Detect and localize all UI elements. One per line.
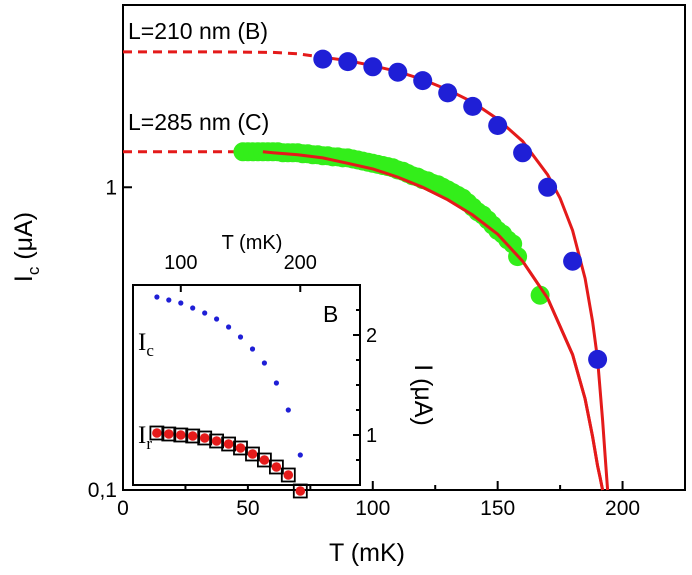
inset-point-ic <box>226 324 232 330</box>
inset-data-points <box>149 294 308 499</box>
inset-y-tick-label: 1 <box>366 425 377 447</box>
inset-point-ir <box>259 455 270 465</box>
inset-axis-ticks: 100 200 1 2 <box>164 252 377 461</box>
x-tick-label: 100 <box>355 497 390 520</box>
y-axis-title-main: I <box>10 275 38 282</box>
data-point-b <box>538 177 558 197</box>
inset-point-ic <box>297 452 303 458</box>
inset-label-ir-sub: r <box>146 434 152 453</box>
y-tick-label: 0,1 <box>88 479 117 502</box>
data-point-b <box>338 52 358 72</box>
inset-x-axis-title: T (mK) <box>222 232 283 254</box>
inset-point-ir-box <box>280 467 296 483</box>
inset-x-tick-label: 100 <box>164 252 197 274</box>
inset-point-ir <box>235 443 246 453</box>
inset-point-ir-box <box>209 433 225 449</box>
data-point-b <box>413 71 433 91</box>
inset-point-ir <box>176 430 186 440</box>
x-tick-label: 150 <box>480 497 515 520</box>
inset-point-ir <box>211 436 222 446</box>
inset-point-ic <box>214 316 220 322</box>
y-tick-label: 1 <box>105 176 117 199</box>
inset-point-ir-box <box>197 430 213 446</box>
inset-point-ir <box>187 431 198 441</box>
data-point-b <box>488 116 508 135</box>
inset-point-ir <box>247 449 258 459</box>
data-point-b <box>363 57 383 77</box>
inset-panel-label: B <box>323 301 338 327</box>
inset-point-ir-box <box>173 427 189 443</box>
inset-point-ir <box>223 439 234 449</box>
inset-point-ic <box>154 294 160 300</box>
data-point-b <box>388 62 408 82</box>
inset-point-ir <box>199 433 210 443</box>
inset-point-ir-box <box>268 459 284 475</box>
inset-point-ir-box <box>149 425 165 441</box>
x-axis-title: T (mK) <box>329 539 405 567</box>
inset-point-ic <box>249 346 256 352</box>
inset-point-ic <box>166 297 172 303</box>
y-axis-title-sub: c <box>24 266 43 275</box>
inset-x-tick-label: 200 <box>284 252 317 274</box>
inset-point-ic <box>261 360 267 366</box>
inset-point-ir-box <box>161 426 177 442</box>
inset-point-ic <box>202 310 208 316</box>
annotation-c: L=285 nm (C) <box>128 109 269 135</box>
inset-label-ir-main: I <box>138 422 146 449</box>
data-point-b <box>588 349 608 369</box>
data-point-b <box>463 96 483 116</box>
data-point-b <box>313 49 333 69</box>
inset-point-ir-box <box>185 428 201 444</box>
inset-point-ic <box>273 380 279 386</box>
annotation-b: L=210 nm (B) <box>128 18 268 44</box>
x-tick-label: 0 <box>117 497 129 520</box>
inset-point-ir <box>164 429 174 439</box>
main-axis-ticks: 0 50 100 150 200 0,1 1 <box>88 176 640 520</box>
x-tick-label: 200 <box>605 497 640 520</box>
inset-point-ic <box>285 407 291 413</box>
inset-point-ir <box>283 470 294 480</box>
inset-label-ir: Ir <box>138 422 152 453</box>
inset-label-ic-main: I <box>138 329 146 356</box>
data-point-b <box>438 83 458 103</box>
inset-point-ir <box>295 486 306 496</box>
inset-point-ir-box <box>221 436 237 452</box>
inset-label-ic-sub: c <box>146 341 154 360</box>
inset-point-ir <box>152 428 162 438</box>
inset-point-ic <box>237 334 244 340</box>
fit-curve-dashed <box>123 50 324 59</box>
y-axis-title: Ic (μA) <box>10 212 43 282</box>
x-tick-label: 50 <box>236 497 259 520</box>
main-plot-frame <box>122 4 686 491</box>
inset-y-tick-label: 2 <box>366 325 377 347</box>
fit-curve-c-overlay <box>262 150 605 491</box>
data-point-b <box>563 251 583 271</box>
main-data-points <box>233 49 608 491</box>
inset-point-ir-box <box>292 483 308 499</box>
data-point-b <box>513 143 533 163</box>
inset-label-ic: Ic <box>138 329 154 360</box>
inset-point-ic <box>190 305 196 311</box>
inset-point-ir <box>271 462 282 472</box>
y-axis-title-unit: (μA) <box>10 212 38 267</box>
inset-y-axis-title: I (μA) <box>409 364 437 426</box>
inset-point-ic <box>178 300 184 306</box>
data-point-c <box>530 285 550 305</box>
